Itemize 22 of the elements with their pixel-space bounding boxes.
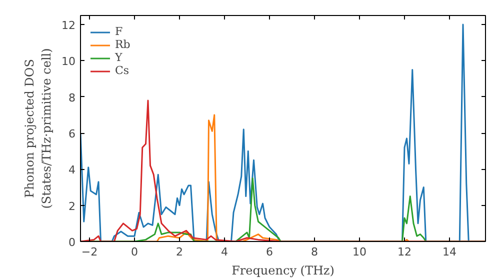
x-tick-label: 14 <box>442 246 456 258</box>
x-tick-label: 8 <box>311 246 318 258</box>
y-tick-label: 0 <box>68 236 76 249</box>
y-tick-label: 6 <box>68 128 76 141</box>
y-tick-label: 10 <box>62 55 76 68</box>
y-tick-label: 8 <box>68 91 76 104</box>
legend-label: Rb <box>115 38 132 51</box>
x-axis-title: Frequency (THz) <box>232 264 334 278</box>
legend-label: F <box>115 25 124 38</box>
x-tick-label: 4 <box>221 246 228 258</box>
x-tick-label: 6 <box>266 246 273 258</box>
x-tick-label: 2 <box>176 246 183 258</box>
x-tick-label: −2 <box>81 246 98 258</box>
x-tick-label: 10 <box>352 246 366 258</box>
legend-label: Cs <box>115 64 130 77</box>
legend-label: Y <box>115 51 124 64</box>
y-tick-label: 4 <box>68 164 76 177</box>
x-tick-label: 12 <box>398 246 412 258</box>
y-tick-label: 12 <box>62 19 76 32</box>
y-tick-label: 2 <box>68 200 76 213</box>
x-tick-label: 0 <box>131 246 138 258</box>
y-axis-title: Phonon projected DOS (States/THz·primitive cell) <box>22 48 54 209</box>
